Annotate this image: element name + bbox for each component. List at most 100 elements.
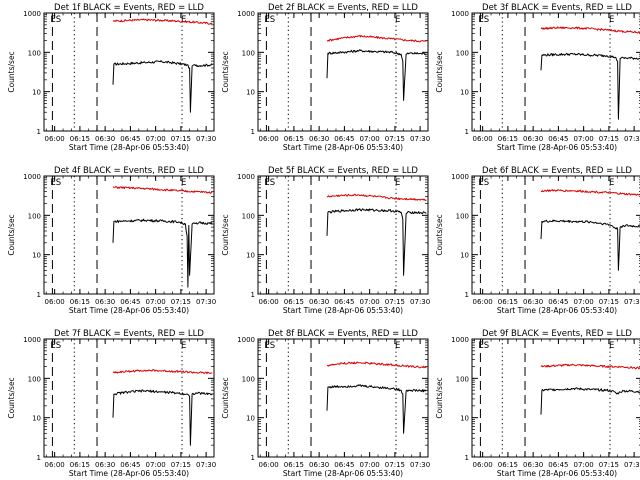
lld-series-line — [540, 189, 640, 196]
y-axis-label: Counts/sec — [221, 377, 230, 418]
plot-title: Det 7f BLACK = Events, RED = LLD — [54, 329, 204, 339]
x-tick-label: 06:00 — [45, 135, 65, 143]
x-axis-label: Start Time (28-Apr-06 05:53:40) — [283, 306, 403, 315]
x-axis-label: Start Time (28-Apr-06 05:53:40) — [69, 143, 189, 152]
plot-frame — [257, 338, 429, 458]
y-tick-label: 1000 — [237, 173, 255, 181]
x-axis-label: Start Time (28-Apr-06 05:53:40) — [69, 469, 189, 478]
x-tick-label: 06:30 — [95, 298, 115, 306]
x-tick-label: 06:30 — [95, 461, 115, 469]
y-axis-label: Counts/sec — [7, 51, 16, 92]
x-tick-label: 07:30 — [196, 461, 216, 469]
events-series-line — [326, 49, 427, 101]
y-tick-label: 100 — [28, 49, 41, 57]
plot-title: Det 1f BLACK = Events, RED = LLD — [54, 3, 204, 13]
lld-series-line — [326, 361, 427, 369]
y-tick-label: 100 — [456, 212, 469, 220]
x-tick-label: 06:15 — [70, 135, 90, 143]
y-axis-label: Counts/sec — [221, 214, 230, 255]
start-marker-label: ES — [50, 178, 61, 188]
y-tick-label: 10 — [460, 252, 469, 260]
x-tick-label: 06:45 — [548, 461, 568, 469]
plot-frame — [43, 338, 215, 458]
end-marker-label: E — [395, 178, 400, 188]
plot-title: Det 9f BLACK = Events, RED = LLD — [482, 329, 632, 339]
x-tick-label: 07:15 — [171, 135, 191, 143]
x-tick-label: 06:15 — [498, 461, 518, 469]
end-marker-label: E — [395, 15, 400, 25]
x-tick-label: 07:00 — [146, 461, 166, 469]
x-tick-label: 07:15 — [599, 461, 619, 469]
plot-panel: Det 1f BLACK = Events, RED = LLD 1 10 100 10… — [7, 3, 216, 152]
x-tick-label: 07:00 — [146, 135, 166, 143]
start-marker-label: ES — [264, 15, 275, 25]
x-tick-label: 07:15 — [385, 461, 405, 469]
end-marker-label: E — [609, 341, 614, 351]
events-series-line — [326, 384, 427, 434]
x-tick-label: 06:15 — [284, 135, 304, 143]
y-tick-label: 1000 — [237, 336, 255, 344]
x-tick-label: 07:30 — [410, 298, 430, 306]
lld-series-line — [540, 26, 640, 34]
x-tick-label: 06:45 — [334, 135, 354, 143]
y-tick-label: 100 — [456, 49, 469, 57]
y-tick-label: 1 — [37, 128, 41, 136]
x-tick-label: 06:45 — [120, 461, 140, 469]
y-tick-label: 1000 — [23, 336, 41, 344]
plot-panel: Det 2f BLACK = Events, RED = LLD 1 10 100 10… — [221, 3, 430, 152]
start-marker-label: ES — [478, 15, 489, 25]
events-series-line — [540, 219, 640, 271]
y-tick-label: 10 — [460, 89, 469, 97]
x-tick-label: 07:00 — [574, 135, 594, 143]
x-tick-label: 06:30 — [309, 135, 329, 143]
x-tick-label: 06:00 — [259, 298, 279, 306]
y-tick-label: 10 — [246, 89, 255, 97]
plot-title: Det 6f BLACK = Events, RED = LLD — [482, 166, 632, 176]
y-tick-label: 100 — [456, 375, 469, 383]
end-marker-label: E — [609, 178, 614, 188]
x-tick-label: 07:15 — [599, 298, 619, 306]
end-marker-label: E — [181, 341, 186, 351]
x-tick-label: 06:00 — [45, 461, 65, 469]
y-tick-label: 10 — [246, 415, 255, 423]
start-marker-label: ES — [264, 341, 275, 351]
start-marker-label: ES — [264, 178, 275, 188]
x-tick-label: 06:30 — [309, 298, 329, 306]
x-tick-label: 06:15 — [284, 461, 304, 469]
y-tick-label: 1 — [37, 291, 41, 299]
y-tick-label: 100 — [242, 212, 255, 220]
x-tick-label: 07:30 — [196, 298, 216, 306]
x-tick-label: 06:00 — [473, 461, 493, 469]
x-tick-label: 06:00 — [259, 135, 279, 143]
x-axis-label: Start Time (28-Apr-06 05:53:40) — [497, 469, 617, 478]
x-tick-label: 06:30 — [523, 135, 543, 143]
x-tick-label: 06:30 — [95, 135, 115, 143]
plot-title: Det 5f BLACK = Events, RED = LLD — [268, 166, 418, 176]
y-axis-label: Counts/sec — [7, 377, 16, 418]
y-tick-label: 1000 — [451, 173, 469, 181]
plot-title: Det 4f BLACK = Events, RED = LLD — [54, 166, 204, 176]
start-marker-label: ES — [478, 178, 489, 188]
x-tick-label: 07:15 — [171, 461, 191, 469]
events-series-line — [112, 60, 213, 113]
x-tick-label: 07:15 — [171, 298, 191, 306]
x-tick-label: 07:15 — [599, 135, 619, 143]
x-tick-label: 07:00 — [574, 298, 594, 306]
x-tick-label: 06:45 — [334, 298, 354, 306]
x-tick-label: 07:30 — [196, 135, 216, 143]
x-tick-label: 06:15 — [70, 298, 90, 306]
lld-series-line — [112, 369, 213, 375]
x-tick-label: 07:15 — [385, 298, 405, 306]
y-tick-label: 10 — [32, 415, 41, 423]
events-series-line — [540, 52, 640, 120]
y-tick-label: 100 — [242, 375, 255, 383]
x-tick-label: 07:00 — [360, 298, 380, 306]
y-tick-label: 1000 — [23, 10, 41, 18]
plot-frame — [43, 175, 215, 295]
y-tick-label: 10 — [32, 89, 41, 97]
x-tick-label: 06:15 — [284, 298, 304, 306]
plot-frame — [257, 175, 429, 295]
lld-series-line — [326, 34, 427, 43]
plot-panel: Det 8f BLACK = Events, RED = LLD 1 10 100 10… — [221, 329, 430, 478]
plot-panel: Det 3f BLACK = Events, RED = LLD 1 10 100 10… — [435, 3, 640, 152]
